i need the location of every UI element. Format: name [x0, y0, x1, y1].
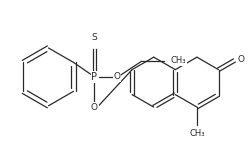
Text: P: P	[91, 72, 98, 82]
Text: O: O	[238, 55, 245, 64]
Text: O: O	[113, 72, 120, 81]
Text: CH₃: CH₃	[171, 56, 186, 65]
Text: O: O	[91, 103, 98, 112]
Text: CH₃: CH₃	[189, 129, 205, 138]
Text: S: S	[92, 33, 97, 42]
